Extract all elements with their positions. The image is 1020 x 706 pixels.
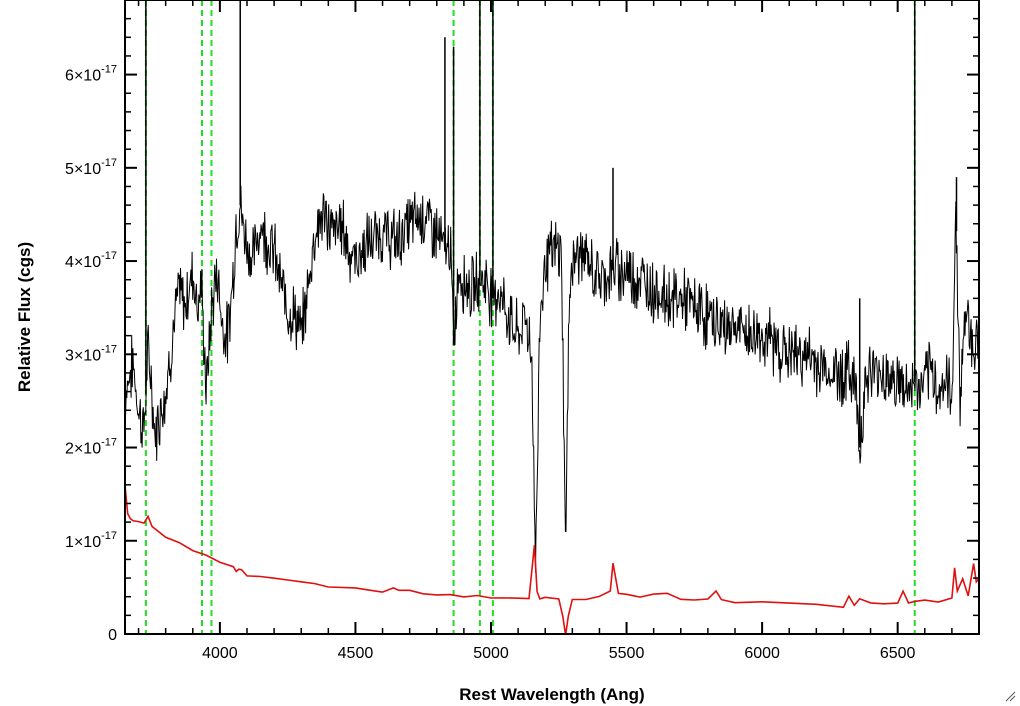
- x-tick-label: 5500: [609, 645, 645, 662]
- y-tick-label: 0: [108, 627, 117, 644]
- y-tick-label: 5×10-17: [65, 157, 117, 178]
- y-tick-label: 4×10-17: [65, 250, 117, 271]
- x-axis-label: Rest Wavelength (Ang): [459, 685, 644, 704]
- plot-content: [125, 0, 979, 634]
- x-tick-label: 5000: [473, 645, 509, 662]
- x-axis: 4000 4500 5000 5500 6000 6500: [137, 0, 980, 662]
- y-axis-label: Relative Flux (cgs): [15, 242, 34, 392]
- spectrum-line: [125, 185, 979, 573]
- y-tick-label: 3×10-17: [65, 343, 117, 364]
- error-spectrum-line: [125, 485, 979, 634]
- x-tick-label: 4000: [202, 645, 238, 662]
- y-tick-label: 2×10-17: [65, 437, 117, 458]
- y-tick-label: 1×10-17: [65, 530, 117, 551]
- y-axis: 0 1×10-17 2×10-17 3×10-17 4×10-17 5×10-17 6×10…: [65, 17, 979, 644]
- x-tick-label: 6000: [744, 645, 780, 662]
- x-tick-label: 4500: [338, 645, 374, 662]
- plot-frame: [124, 0, 980, 635]
- resize-grip-icon[interactable]: [1004, 690, 1016, 702]
- x-tick-label: 6500: [880, 645, 916, 662]
- y-tick-label: 6×10-17: [65, 64, 117, 85]
